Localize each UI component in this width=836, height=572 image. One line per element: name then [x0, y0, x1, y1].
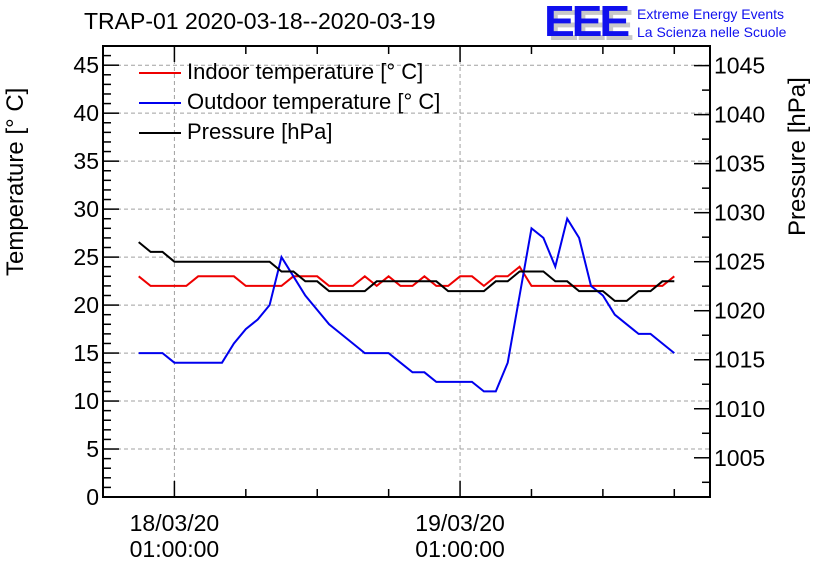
logo-line-1: Extreme Energy Events [637, 6, 785, 22]
series-line-outdoor-temperature [138, 216, 675, 393]
y2-tick-label: 1005 [714, 445, 765, 471]
y-axis-label-left: Temperature [° C] [2, 87, 29, 276]
legend-swatch-outdoor [139, 102, 181, 104]
y2-tick-label: 1030 [714, 200, 765, 226]
x-tick-label-time: 01:00:00 [130, 536, 220, 562]
y-tick-label: 25 [73, 244, 99, 270]
plot-frame [102, 45, 711, 498]
y2-tick-label: 1010 [714, 396, 765, 422]
eee-logo: EEE EEE [544, 0, 644, 48]
y2-tick-label: 1015 [714, 347, 765, 373]
y-tick-label: 15 [73, 340, 99, 366]
grid [103, 46, 710, 497]
y-axis-label-right: Pressure [hPa] [784, 77, 811, 236]
axes: 0510152025303540451005101010151020102510… [73, 45, 765, 562]
legend-swatch-indoor [139, 72, 181, 74]
series-line-pressure [138, 241, 675, 302]
legend-item-indoor: Indoor temperature [° C] [135, 58, 495, 88]
logo-line-2: La Scienza nelle Scuole [637, 24, 787, 40]
legend-item-pressure: Pressure [hPa] [135, 118, 495, 148]
y-tick-label: 45 [73, 52, 99, 78]
logo-shadow: EEE [548, 1, 634, 50]
y-tick-label: 10 [73, 388, 99, 414]
y-tick-label: 30 [73, 196, 99, 222]
legend-label-outdoor: Outdoor temperature [° C] [187, 89, 441, 114]
y-tick-label: 0 [86, 484, 99, 510]
x-tick-label-date: 18/03/20 [130, 510, 220, 536]
chart-title: TRAP-01 2020-03-18--2020-03-19 [84, 8, 436, 34]
y2-tick-label: 1035 [714, 151, 765, 177]
series-line-indoor-temperature [138, 265, 675, 288]
logo-text: Extreme Energy Events La Scienza nelle S… [637, 5, 786, 41]
legend-label-pressure: Pressure [hPa] [187, 119, 333, 144]
y-tick-label: 20 [73, 292, 99, 318]
legend: Indoor temperature [° C] Outdoor tempera… [135, 58, 495, 148]
y2-tick-label: 1045 [714, 53, 765, 79]
y-tick-label: 40 [73, 100, 99, 126]
x-tick-label-date: 19/03/20 [415, 510, 505, 536]
series-layer [138, 216, 675, 393]
logo-letters: EEE [544, 0, 630, 46]
y2-tick-label: 1040 [714, 102, 765, 128]
y-tick-label: 35 [73, 148, 99, 174]
legend-item-outdoor: Outdoor temperature [° C] [135, 88, 495, 118]
legend-label-indoor: Indoor temperature [° C] [187, 59, 424, 84]
x-tick-label-time: 01:00:00 [415, 536, 505, 562]
y2-tick-label: 1025 [714, 249, 765, 275]
legend-swatch-pressure [139, 132, 181, 134]
y-tick-label: 5 [86, 436, 99, 462]
y2-tick-label: 1020 [714, 298, 765, 324]
